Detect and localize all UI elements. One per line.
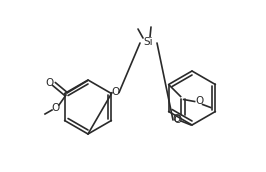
Text: O: O: [172, 114, 181, 123]
Text: O: O: [196, 96, 204, 106]
Text: Si: Si: [143, 37, 153, 47]
Text: O: O: [51, 103, 59, 113]
Text: O: O: [173, 115, 181, 125]
Text: O: O: [111, 87, 119, 97]
Text: O: O: [46, 78, 54, 88]
